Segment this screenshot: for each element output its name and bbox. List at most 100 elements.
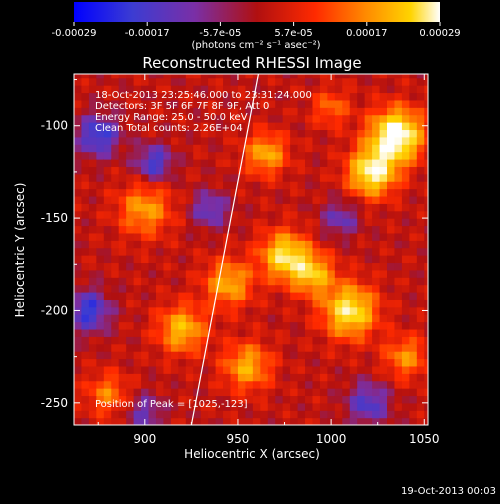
heatmap-cell [282,299,291,308]
heatmap-cell [379,299,388,308]
heatmap-cell [185,388,194,397]
heatmap-cell [275,77,284,86]
heatmap-cell [88,255,97,264]
heatmap-cell [252,166,261,175]
heatmap-cell [96,99,105,108]
heatmap-cell [401,129,410,138]
heatmap-cell [96,122,105,131]
heatmap-cell [401,299,410,308]
heatmap-cell [96,306,105,315]
heatmap-cell [290,358,299,367]
heatmap-cell [155,188,165,197]
heatmap-cell [334,77,343,86]
heatmap-cell [409,74,418,79]
heatmap-cell [319,136,328,145]
heatmap-cell [327,247,336,256]
heatmap-cell [74,358,83,367]
heatmap-cell [342,99,351,108]
heatmap-cell [141,299,150,308]
heatmap-cell [74,373,83,382]
heatmap-cell [103,380,112,389]
heatmap-cell [319,210,328,219]
heatmap-cell [126,203,135,212]
heatmap-cell [364,351,373,360]
heatmap-cell [349,373,358,382]
heatmap-cell [74,262,83,271]
heatmap-cell [342,240,351,249]
heatmap-cell [103,151,112,160]
heatmap-cell [178,158,187,167]
heatmap-cell [200,358,209,367]
heatmap-cell [96,321,105,330]
heatmap-cell [401,269,410,278]
heatmap-cell [349,136,358,145]
heatmap-cell [319,188,328,197]
heatmap-cell [118,129,127,138]
heatmap-cell [267,336,276,345]
heatmap-cell [394,122,403,131]
heatmap-cell [126,321,135,330]
heatmap-cell [334,291,343,300]
heatmap-cell [200,240,209,249]
heatmap-cell [200,269,209,278]
heatmap-cell [230,358,239,367]
heatmap-cell [394,203,403,212]
heatmap-cell [126,151,135,160]
heatmap-cell [193,417,202,425]
heatmap-cell [252,144,261,153]
heatmap-cell [334,240,343,249]
heatmap-cell [394,232,403,241]
heatmap-cell [327,358,336,367]
heatmap-cell [372,151,381,160]
heatmap-cell [334,410,343,419]
heatmap-cell [379,144,388,153]
heatmap-cell [372,92,381,101]
heatmap-cell [319,321,328,330]
heatmap-cell [223,203,232,212]
heatmap-cell [96,203,105,212]
heatmap-cell [334,402,343,411]
heatmap-cell [312,365,321,374]
heatmap-cell [185,188,194,197]
heatmap-cell [163,269,172,278]
heatmap-cell [297,188,306,197]
heatmap-cell [424,284,428,293]
heatmap-cell [88,380,97,389]
heatmap-cell [267,365,276,374]
heatmap-cell [133,277,142,286]
heatmap-cell [319,85,328,94]
heatmap-cell [290,380,299,389]
heatmap-cell [237,225,247,234]
heatmap-cell [111,129,120,138]
y-tick-label: -200 [41,303,68,317]
heatmap-cell [126,269,135,278]
heatmap-cell [416,284,425,293]
heatmap-cell [88,210,97,219]
heatmap-cell [74,291,83,300]
heatmap-cell [275,158,284,167]
heatmap-cell [416,107,425,116]
heatmap-cell [88,114,97,123]
heatmap-cell [290,328,299,337]
heatmap-cell [163,225,172,234]
heatmap-cell [163,262,172,271]
heatmap-cell [357,388,366,397]
heatmap-cell [96,232,105,241]
heatmap-cell [200,114,209,123]
heatmap-cell [394,92,403,101]
heatmap-cell [193,328,202,337]
heatmap-cell [342,107,351,116]
heatmap-cell [230,158,239,167]
heatmap-cell [357,122,366,131]
heatmap-cell [372,136,381,145]
heatmap-cell [416,122,425,131]
heatmap-cell [245,277,254,286]
heatmap-cell [260,284,269,293]
heatmap-cell [126,284,135,293]
heatmap-cell [118,114,127,123]
heatmap-cell [319,99,328,108]
heatmap-cell [81,203,90,212]
heatmap-cell [349,218,358,227]
heatmap-cell [342,380,351,389]
heatmap-cell [193,107,202,116]
